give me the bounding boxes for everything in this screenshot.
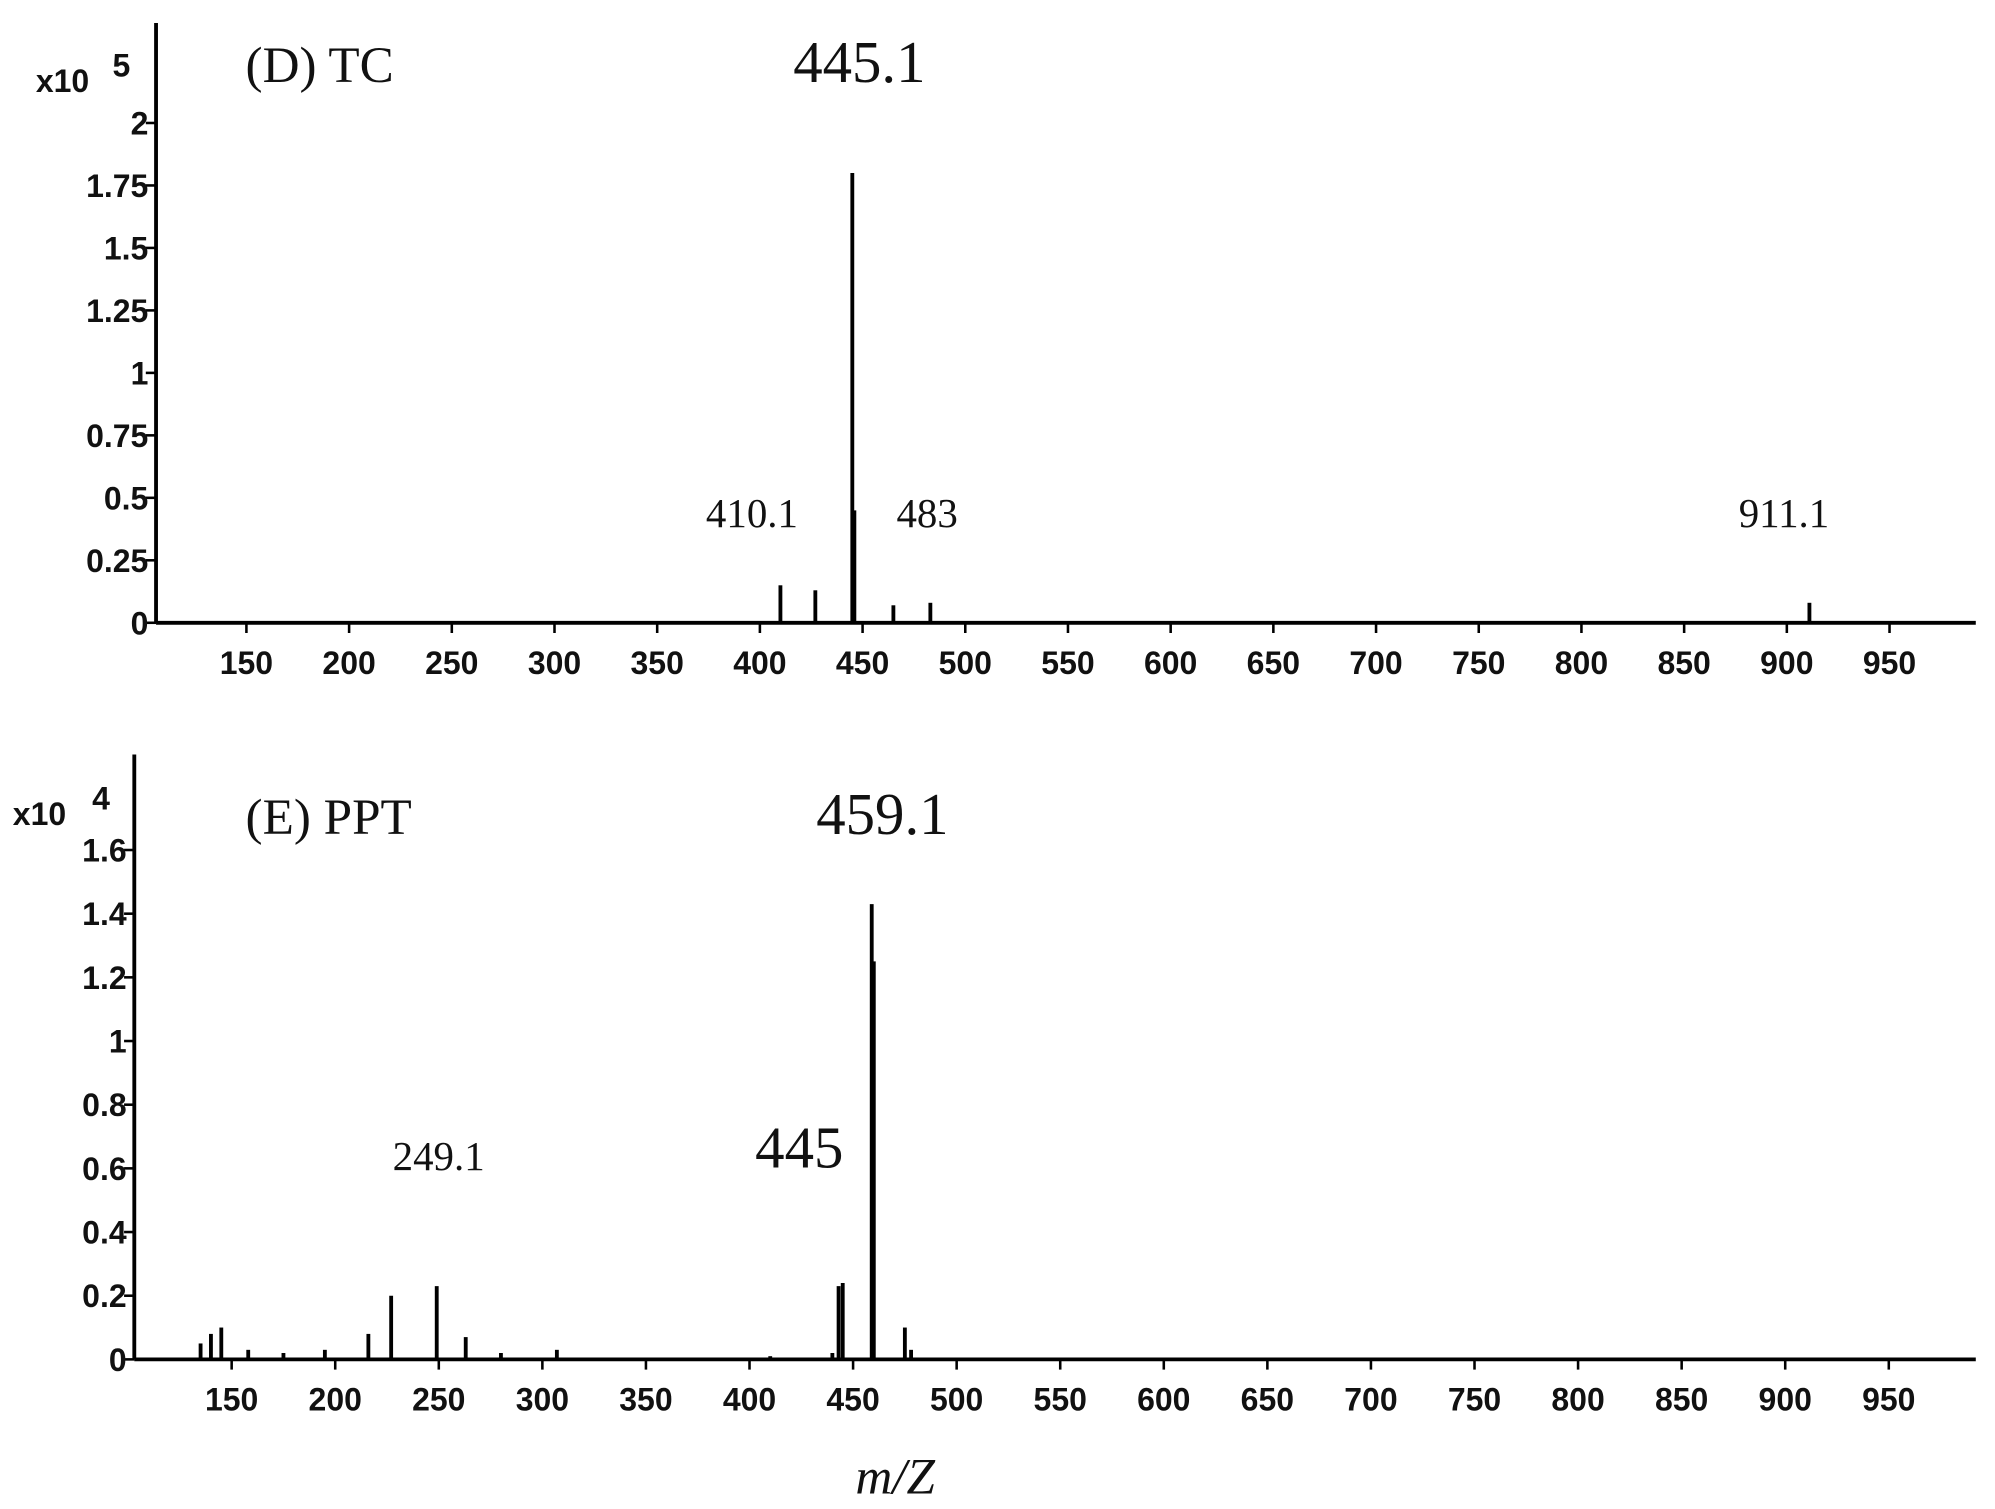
y-tick-label: 1 <box>131 355 149 391</box>
peak-label: 459.1 <box>816 782 948 847</box>
x-tick-label: 900 <box>1760 645 1813 681</box>
peak-label: 483 <box>896 491 957 536</box>
x-tick-label: 250 <box>425 645 478 681</box>
peak-label: 410.1 <box>706 491 798 536</box>
x-tick-label: 900 <box>1759 1382 1812 1418</box>
x-tick-label: 550 <box>1041 645 1094 681</box>
y-tick-label: 0.6 <box>82 1151 126 1187</box>
y-tick-label: 0.75 <box>86 418 148 454</box>
scale-base: x10 <box>13 796 66 832</box>
x-tick-label: 850 <box>1655 1382 1708 1418</box>
x-tick-label: 950 <box>1863 645 1916 681</box>
x-tick-label: 600 <box>1137 1382 1190 1418</box>
x-tick-label: 800 <box>1555 645 1608 681</box>
x-tick-label: 500 <box>939 645 992 681</box>
x-tick-label: 350 <box>619 1382 672 1418</box>
y-tick-label: 0.5 <box>104 480 148 516</box>
y-tick-label: 0.2 <box>82 1278 126 1314</box>
x-tick-label: 650 <box>1241 1382 1294 1418</box>
y-tick-label: 0.25 <box>86 543 148 579</box>
x-tick-label: 500 <box>930 1382 983 1418</box>
chart-title: (E) PPT <box>246 789 412 846</box>
x-tick-label: 750 <box>1452 645 1505 681</box>
x-tick-label: 200 <box>322 645 375 681</box>
y-tick-label: 0.8 <box>82 1087 126 1123</box>
x-tick-label: 600 <box>1144 645 1197 681</box>
x-tick-label: 800 <box>1551 1382 1604 1418</box>
x-tick-label: 750 <box>1448 1382 1501 1418</box>
x-tick-label: 550 <box>1034 1382 1087 1418</box>
chart-title: (D) TC <box>246 37 394 94</box>
y-tick-label: 1.2 <box>82 960 126 996</box>
scale-base: x10 <box>36 63 89 99</box>
x-axis-label: m/Z <box>855 1449 935 1506</box>
x-tick-label: 250 <box>412 1382 465 1418</box>
peak-label: 445 <box>755 1116 843 1181</box>
x-tick-label: 400 <box>733 645 786 681</box>
x-tick-label: 850 <box>1657 645 1710 681</box>
y-tick-label: 1.25 <box>86 293 148 329</box>
x-tick-label: 450 <box>836 645 889 681</box>
x-tick-label: 300 <box>516 1382 569 1418</box>
y-tick-label: 2 <box>131 105 149 141</box>
peak-label: 249.1 <box>393 1134 485 1179</box>
y-tick-label: 0 <box>131 605 149 641</box>
x-tick-label: 150 <box>220 645 273 681</box>
x-tick-label: 300 <box>528 645 581 681</box>
x-tick-label: 700 <box>1344 1382 1397 1418</box>
x-tick-label: 150 <box>205 1382 258 1418</box>
x-tick-label: 200 <box>309 1382 362 1418</box>
y-tick-label: 1.5 <box>104 230 148 266</box>
y-tick-label: 1.75 <box>86 168 148 204</box>
peak-label: 445.1 <box>793 30 925 95</box>
y-tick-label: 1.4 <box>82 896 127 932</box>
x-tick-label: 450 <box>826 1382 879 1418</box>
x-tick-label: 950 <box>1862 1382 1915 1418</box>
y-tick-label: 1 <box>109 1024 127 1060</box>
x-tick-label: 700 <box>1349 645 1402 681</box>
x-tick-label: 650 <box>1247 645 1300 681</box>
x-tick-label: 400 <box>723 1382 776 1418</box>
y-tick-label: 1.6 <box>82 833 126 869</box>
x-tick-label: 350 <box>631 645 684 681</box>
scale-exponent: 4 <box>92 780 110 816</box>
y-tick-label: 0 <box>109 1342 127 1378</box>
scale-exponent: 5 <box>113 48 131 84</box>
y-tick-label: 0.4 <box>82 1215 127 1251</box>
peak-label: 911.1 <box>1739 491 1830 536</box>
